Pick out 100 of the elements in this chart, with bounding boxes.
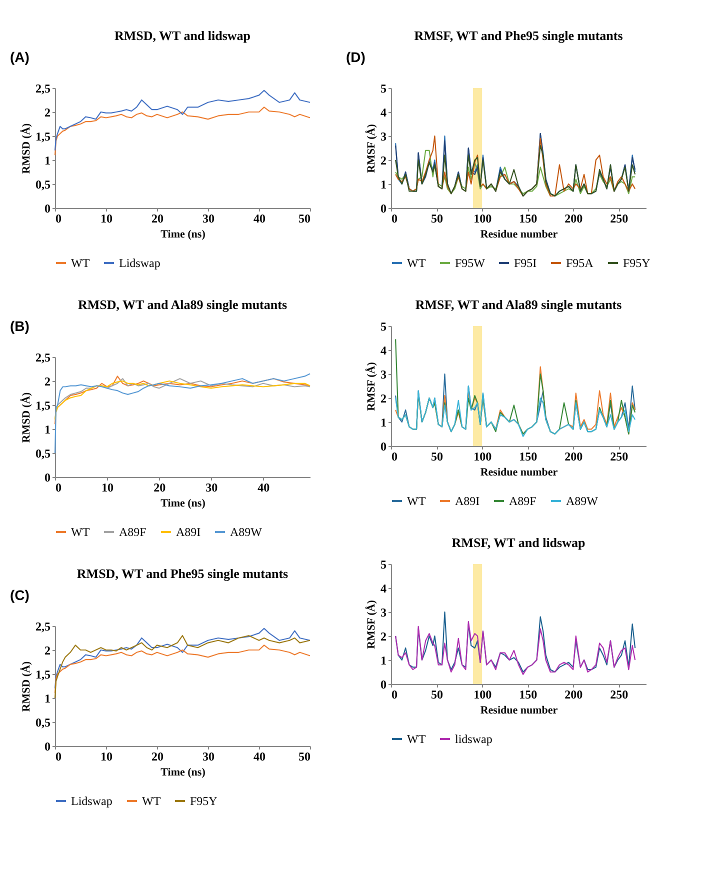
legend-label: WT [71,525,90,539]
legend-label: A89W [566,494,599,508]
x-tick-label: 40 [254,212,266,226]
x-tick-label: 50 [431,212,444,226]
x-tick-label: 0 [392,450,398,464]
y-tick-label: 2,5 [36,620,50,634]
x-tick-label: 20 [152,750,164,764]
y-tick-label: 3 [380,368,386,382]
x-tick-label: 150 [519,450,538,464]
y-tick-label: 1 [44,422,50,436]
x-tick-label: 0 [392,212,398,226]
y-tick-label: 0 [380,202,386,216]
chart-title: RMSF, WT and Phe95 single mutants [414,28,623,43]
y-tick-label: 0,5 [36,178,50,192]
legend-label: lidswap [455,732,492,746]
legend-label: F95W [455,256,486,270]
x-tick-label: 20 [152,212,164,226]
y-tick-label: 1 [44,692,50,706]
x-tick-label: 250 [610,688,628,702]
x-axis-title: Time (ns) [160,498,206,510]
chart-title: RMSD, WT and Phe95 single mutants [76,566,288,581]
legend-label: WT [407,732,426,746]
y-tick-label: 0,5 [36,446,50,460]
text: (D) [346,49,366,65]
chart-title: RMSD, WT and Ala89 single mutants [78,297,288,312]
x-tick-label: 100 [474,688,492,702]
y-tick-label: 0 [44,202,50,216]
legend-label: WT [71,256,90,270]
line-series [54,628,311,689]
y-tick-label: 0,5 [36,716,50,730]
x-tick-label: 10 [100,750,112,764]
legend-label: F95Y [190,794,218,808]
x-axis-title: Time (ns) [160,228,206,240]
x-tick-label: 40 [254,750,266,764]
chart-title: RMSD, WT and lidswap [114,28,251,43]
x-tick-label: 250 [610,212,628,226]
x-tick-label: 200 [564,212,583,226]
x-tick-label: 10 [102,480,114,494]
y-tick-label: 1 [380,654,386,668]
x-tick-label: 10 [100,212,112,226]
line-series [395,621,636,675]
y-tick-label: 0 [380,678,386,692]
x-tick-label: 40 [258,480,270,494]
y-tick-label: 0 [44,740,50,754]
x-tick-label: 250 [610,450,628,464]
y-tick-label: 3 [380,606,386,620]
y-tick-label: 1,5 [36,668,50,682]
y-tick-label: 2,5 [36,82,50,96]
text: (B) [10,318,30,334]
line-series [54,635,311,699]
legend-label: F95Y [623,256,651,270]
chart-title: RMSF, WT and lidswap [452,535,586,550]
x-tick-label: 200 [564,450,583,464]
y-tick-label: 2 [44,106,50,120]
legend-label: Lidswap [71,794,112,808]
x-axis-title: Residue number [480,704,558,716]
y-tick-label: 1 [380,416,386,430]
x-tick-label: 150 [519,212,538,226]
x-tick-label: 50 [431,450,444,464]
line-series [54,644,311,694]
text: (A) [10,49,30,65]
legend-label: F95A [566,256,594,270]
x-tick-label: 50 [298,750,310,764]
chart-title: RMSF, WT and Ala89 single mutants [415,297,622,312]
y-tick-label: 4 [380,344,386,358]
x-tick-label: 150 [519,688,538,702]
x-tick-label: 30 [202,212,214,226]
y-tick-label: 0 [380,440,386,454]
text: (C) [10,587,30,603]
y-axis-title: RMSF (Å) [364,600,378,649]
y-tick-label: 5 [380,320,386,334]
x-tick-label: 50 [298,212,310,226]
x-tick-label: 100 [474,450,492,464]
y-axis-title: RMSD (Å) [20,392,32,443]
x-tick-label: 0 [56,750,62,764]
x-tick-label: 50 [431,688,444,702]
legend-label: A89I [455,494,480,508]
legend-label: WT [407,256,426,270]
x-tick-label: 30 [206,480,218,494]
y-tick-label: 2 [380,154,386,168]
line-series [54,373,311,454]
y-tick-label: 3 [380,130,386,144]
line-series [395,385,636,437]
y-tick-label: 0 [44,470,50,484]
y-tick-label: 2 [44,644,50,658]
x-tick-label: 0 [392,688,398,702]
y-tick-label: 5 [380,82,386,96]
x-axis-title: Residue number [480,228,558,240]
y-axis-title: RMSD (Å) [20,122,32,174]
legend-label: F95I [514,256,537,270]
x-tick-label: 0 [56,212,62,226]
x-tick-label: 30 [202,750,214,764]
y-tick-label: 2,5 [36,350,50,364]
y-tick-label: 2 [44,374,50,388]
y-tick-label: 5 [380,558,386,572]
legend-label: WT [407,494,426,508]
x-tick-label: 20 [154,480,166,494]
x-tick-label: 0 [56,480,62,494]
x-axis-title: Residue number [480,466,558,478]
y-tick-label: 1 [380,178,386,192]
